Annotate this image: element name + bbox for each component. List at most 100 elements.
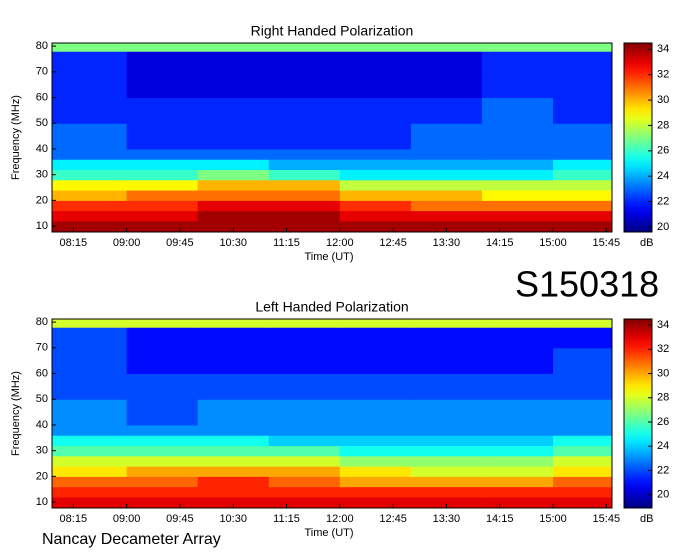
- plot-frame: [51, 318, 613, 509]
- x-axis-label: Time (UT): [304, 251, 353, 263]
- heat-cell: [410, 476, 483, 488]
- heat-cell: [268, 399, 341, 426]
- heat-cell: [553, 43, 613, 52]
- y-tick-label: 20: [36, 194, 48, 206]
- heat-cell: [410, 71, 483, 99]
- heat-cell: [268, 169, 341, 181]
- heat-cell: [553, 399, 613, 426]
- heat-cell: [410, 466, 483, 477]
- heat-cell: [410, 179, 483, 191]
- heat-cell: [197, 445, 270, 457]
- heat-cell: [268, 496, 341, 509]
- x-tick-label: 14:15: [486, 513, 514, 525]
- heat-cell: [268, 476, 341, 488]
- heat-cell: [410, 496, 483, 509]
- heat-cell: [339, 327, 412, 349]
- y-tick-label: 10: [36, 496, 48, 508]
- heat-cell: [410, 373, 483, 400]
- colorbar-tick-label: 24: [657, 170, 669, 182]
- heat-cell: [339, 97, 412, 124]
- heat-cell: [197, 190, 270, 201]
- heat-cell: [197, 97, 270, 124]
- heat-cell: [481, 71, 554, 99]
- heat-cell: [553, 466, 613, 477]
- heat-cell: [339, 399, 412, 426]
- heat-cell: [553, 148, 613, 160]
- heat-cell: [197, 169, 270, 181]
- x-tick-label: 09:45: [166, 237, 194, 249]
- heat-cell: [268, 435, 341, 447]
- x-tick-label: 10:30: [219, 513, 247, 525]
- x-tick-label: 12:00: [326, 237, 354, 249]
- heat-cell: [197, 424, 270, 436]
- heat-cell: [410, 169, 483, 181]
- x-tick-label: 15:00: [539, 237, 567, 249]
- heat-cell: [52, 220, 128, 233]
- colorbar: [623, 318, 653, 509]
- heat-cell: [268, 159, 341, 171]
- x-tick-label: 08:15: [60, 237, 88, 249]
- heat-cell: [410, 200, 483, 212]
- heat-cell: [52, 424, 128, 436]
- heat-cell: [52, 123, 128, 150]
- colorbar-tick-label: 34: [657, 319, 669, 331]
- heat-cell: [553, 220, 613, 233]
- heat-cell: [410, 486, 483, 498]
- heat-cell: [126, 51, 199, 73]
- chart-title: Left Handed Polarization: [255, 299, 408, 315]
- x-tick-label: 10:30: [219, 237, 247, 249]
- plot-frame: [51, 42, 613, 233]
- heat-cell: [126, 373, 199, 400]
- heat-cell: [268, 455, 341, 467]
- x-tick-label: 15:00: [539, 513, 567, 525]
- heat-cell: [52, 486, 128, 498]
- heat-cell: [52, 97, 128, 124]
- heat-cell: [339, 220, 412, 233]
- heat-cell: [410, 210, 483, 222]
- heat-cell: [553, 210, 613, 222]
- heat-cell: [52, 373, 128, 400]
- heat-cell: [410, 399, 483, 426]
- heat-cell: [481, 424, 554, 436]
- chart-title: Right Handed Polarization: [251, 23, 414, 39]
- heat-cell: [339, 496, 412, 509]
- x-tick-label: 15:45: [593, 237, 621, 249]
- y-tick-label: 60: [36, 91, 48, 103]
- heat-cell: [268, 200, 341, 212]
- heat-cell: [268, 179, 341, 191]
- heat-cell: [410, 123, 483, 150]
- heat-cell: [197, 159, 270, 171]
- x-tick-label: 11:15: [273, 513, 300, 525]
- heat-cell: [481, 496, 554, 509]
- heat-cell: [339, 210, 412, 222]
- heat-cell: [481, 51, 554, 73]
- heat-cell: [339, 148, 412, 160]
- heat-cell: [553, 496, 613, 509]
- heat-cell: [197, 210, 270, 222]
- heat-cell: [52, 51, 128, 73]
- heat-cell: [126, 486, 199, 498]
- y-tick-label: 70: [36, 66, 48, 78]
- heat-cell: [481, 466, 554, 477]
- x-tick-label: 09:00: [113, 513, 141, 525]
- heat-cell: [553, 347, 613, 375]
- heat-cell: [339, 435, 412, 447]
- heat-cell: [197, 399, 270, 426]
- heat-cell: [410, 445, 483, 457]
- x-tick-label: 12:45: [379, 513, 407, 525]
- heat-cell: [52, 445, 128, 457]
- heat-cell: [268, 71, 341, 99]
- heat-cell: [410, 148, 483, 160]
- heat-cell: [410, 319, 483, 328]
- heat-cell: [268, 319, 341, 328]
- heat-cell: [339, 200, 412, 212]
- heat-cell: [553, 159, 613, 171]
- heat-cell: [268, 327, 341, 349]
- heat-cell: [553, 51, 613, 73]
- heat-cell: [126, 466, 199, 477]
- heat-cell: [197, 71, 270, 99]
- heat-cell: [481, 486, 554, 498]
- heat-cell: [481, 97, 554, 124]
- colorbar-tick-label: 24: [657, 440, 669, 452]
